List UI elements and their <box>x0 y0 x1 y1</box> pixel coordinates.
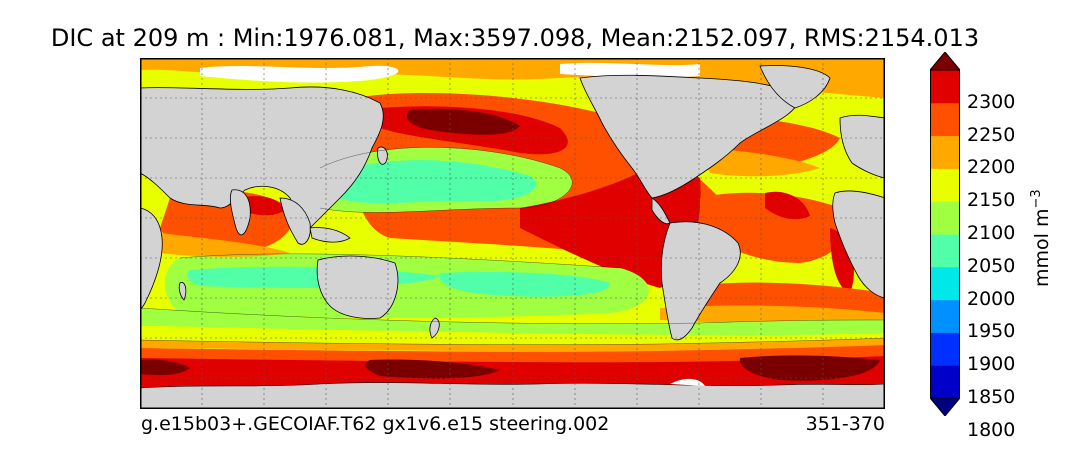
colorbar-segment <box>930 365 960 399</box>
colorbar-segment <box>930 266 960 301</box>
colorbar-units-label: mmol m−3 <box>1029 189 1053 287</box>
colorbar-segment <box>930 168 960 202</box>
npac-darkred <box>406 108 520 135</box>
india-landmass <box>229 189 251 236</box>
antarctica <box>140 382 885 409</box>
colorbar-tick-label: 2200 <box>967 156 1016 179</box>
colorbar-extend-low <box>930 397 960 416</box>
colorbar-tick-label: 2050 <box>967 254 1016 277</box>
so-darkred-2 <box>739 355 880 381</box>
colorbar <box>930 52 960 416</box>
years-label: 351-370 <box>805 413 885 435</box>
colorbar-segment <box>930 234 960 268</box>
madagascar <box>178 282 187 301</box>
colorbar-tick-label: 2250 <box>967 123 1016 146</box>
colorbar-tick-label: 1850 <box>967 386 1016 408</box>
eurasia-landmass <box>140 86 384 229</box>
colorbar-tick-label: 2300 <box>967 90 1016 113</box>
arctic-ice-2 <box>560 62 700 78</box>
colorbar-tick-label: 1800 <box>967 418 1016 441</box>
colorbar-extend-high <box>930 52 960 71</box>
indian-amber <box>160 233 290 257</box>
colorbar-segment <box>930 70 960 104</box>
north-america-landmass <box>579 74 801 199</box>
spac-mint-2 <box>439 271 610 297</box>
colorbar-segment <box>930 299 960 333</box>
indian-red <box>240 196 285 216</box>
svg-text:mmol m−3: mmol m−3 <box>1029 189 1053 287</box>
ocean-map <box>140 58 885 409</box>
colorbar-segment <box>930 201 960 235</box>
europe-landmass <box>839 114 885 179</box>
colorbar-segment <box>930 332 960 366</box>
colorbar-tick-label: 2100 <box>967 222 1016 244</box>
colorbar-segment <box>930 135 960 169</box>
tatl-red <box>765 191 810 220</box>
colorbar-tick-label: 1900 <box>967 353 1016 376</box>
antarctic-ice <box>670 378 705 386</box>
run-id-label: g.e15b03+.GECOIAF.T62 gx1v6.e15 steering… <box>141 413 610 435</box>
colorbar-tick-label: 2150 <box>967 189 1016 212</box>
se-asia-landmass <box>279 197 311 245</box>
colorbar-tick-label: 1950 <box>967 320 1016 343</box>
so-darkred-1 <box>365 359 500 379</box>
south-america-landmass <box>660 221 741 341</box>
japan <box>377 146 388 165</box>
so-darkred-3 <box>140 359 190 376</box>
natl-amber <box>700 148 820 177</box>
batl-red <box>830 228 854 293</box>
australia-landmass <box>316 255 399 319</box>
npac-mint <box>327 160 537 204</box>
colorbar-segment <box>930 102 960 137</box>
figure-title: DIC at 209 m : Min:1976.081, Max:3597.09… <box>50 24 980 52</box>
greenland <box>759 65 831 109</box>
maritime-continent <box>309 227 351 243</box>
arctic-ice <box>200 65 399 83</box>
colorbar-tick-label: 2000 <box>967 287 1016 310</box>
